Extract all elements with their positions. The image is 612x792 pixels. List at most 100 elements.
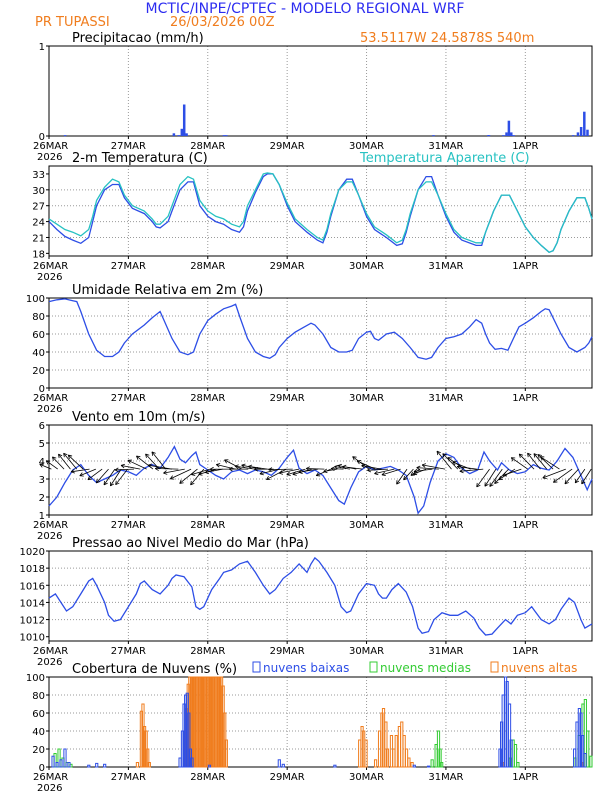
rh-panel: 0 20 40 60 80 100 26MAR 27MAR 28MAR 29MAR 30MAR 31M… (26, 283, 593, 415)
y-tick-label: 40 (32, 727, 45, 738)
wind-arrowhead (67, 454, 73, 459)
wind-arrowhead (489, 482, 494, 487)
precip-panel: 0 1 26MAR 27MAR 28MAR 29MAR 30MAR 31MAR 1APR 2026… (33, 31, 593, 163)
wind-arrow (396, 468, 408, 485)
wind-arrow (286, 468, 306, 476)
wind-arrow (216, 464, 236, 470)
wind-arrowhead (254, 466, 259, 472)
x-tick-label: 29MAR (270, 141, 305, 152)
precip-bar (571, 135, 575, 137)
y-tick-label: 33 (32, 170, 45, 181)
wind-arrowhead (356, 460, 362, 465)
precip-title: Precipitacao (mm/h) (72, 31, 204, 46)
wind-arrowhead (248, 464, 253, 470)
wind-arrowhead (45, 460, 51, 465)
wind-arrow (459, 468, 484, 472)
wind-arrow (484, 468, 497, 487)
precip-bar (579, 127, 583, 136)
run-label: 26/03/2026 00Z (170, 15, 275, 30)
wind-arrowhead (581, 479, 586, 485)
precip-bar (507, 120, 511, 136)
chart-title: MCTIC/INPE/CPTEC - MODELO REGIONAL WRF (146, 1, 465, 17)
plot-frame (48, 45, 593, 137)
wind-arrowhead (510, 457, 516, 462)
precip-bar (505, 132, 508, 136)
x-tick-label: 31MAR (428, 520, 463, 531)
wind-arrowhead (169, 475, 175, 480)
precip-bar (185, 133, 188, 136)
wind-title: Vento em 10m (m/s) (72, 410, 205, 425)
wind-arrow (489, 468, 503, 487)
wind-arrow (306, 468, 325, 470)
wind-arrowhead (533, 453, 538, 458)
x-year-label: 2026 (37, 531, 62, 542)
cloud-low-bar (51, 755, 55, 768)
coords-label: 53.5117W 24.5878S 540m (360, 31, 534, 46)
y-tick-label: 30 (32, 186, 45, 197)
cloud-low-bar (63, 748, 67, 768)
wind-arrowhead (58, 453, 63, 459)
cloud-low-bar (277, 759, 281, 768)
wind-arrowhead (298, 469, 303, 474)
x-tick-label: 29MAR (270, 393, 305, 404)
wind-arrowhead (498, 476, 503, 481)
cloud-high-bar (404, 748, 409, 768)
cloud-mid-bar (586, 730, 590, 768)
wind-arrowhead (151, 451, 156, 456)
wind-arrowhead (352, 456, 357, 461)
wind-arrowhead (109, 481, 115, 487)
cloud-high-bar (407, 757, 411, 768)
x-tick-label: 1APR (512, 393, 538, 404)
x-tick-label: 27MAR (111, 393, 146, 404)
wind-arrowhead (323, 468, 328, 474)
cloud-high-bar (224, 739, 228, 768)
wind-arrow (170, 468, 192, 480)
wind-arrowhead (115, 480, 120, 486)
cloud-high-bar (400, 721, 404, 768)
wind-arrow (334, 466, 350, 470)
cloud-low-bar (87, 764, 91, 768)
x-year-label: 2026 (37, 783, 62, 792)
wind-arrow (476, 468, 490, 488)
wind-arrowhead (259, 470, 264, 476)
wind-arrowhead (553, 478, 558, 483)
wind-arrowhead (518, 453, 524, 458)
x-tick-label: 27MAR (111, 261, 146, 272)
wind-arrowhead (306, 466, 310, 471)
cloud-high-bar (364, 739, 368, 768)
y-tick-label: 40 (32, 348, 45, 359)
y-tick-label: 4 (39, 457, 45, 468)
wind-arrow (151, 451, 167, 470)
wind-arrowhead (421, 463, 426, 468)
wind-arrow (316, 468, 331, 476)
wind-arrowhead (502, 472, 507, 477)
wind-arrowhead (476, 482, 481, 488)
cloud-low-bar (207, 764, 212, 768)
wind-arrowhead (456, 464, 462, 470)
wind-arrowhead (416, 465, 421, 471)
x-tick-label: 29MAR (270, 646, 305, 657)
y-tick-label: 0 (39, 384, 45, 395)
cloud-low-bar (333, 764, 337, 768)
wind-arrow (266, 468, 287, 480)
wind-arrowhead (204, 469, 210, 475)
wind-arrow (103, 468, 116, 486)
x-tick-label: 27MAR (111, 772, 146, 783)
temp-series-line (48, 173, 593, 254)
wind-arrowhead (278, 470, 284, 475)
x-year-label: 2026 (37, 404, 62, 415)
rh-series-line (48, 298, 593, 360)
wind-arrow (564, 468, 579, 485)
legend-mid-swatch (369, 661, 378, 673)
cloud-high-bar (392, 748, 396, 768)
wind-arrowhead (381, 471, 386, 477)
x-tick-label: 28MAR (190, 646, 225, 657)
x-tick-label: 30MAR (349, 141, 384, 152)
wind-arrow (374, 468, 395, 475)
wind-arrowhead (191, 471, 196, 476)
wind-arrowhead (198, 471, 203, 476)
x-tick-label: 1APR (512, 520, 538, 531)
wind-arrow (298, 468, 319, 473)
wind-arrow (381, 468, 401, 476)
x-tick-label: 1APR (512, 261, 538, 272)
